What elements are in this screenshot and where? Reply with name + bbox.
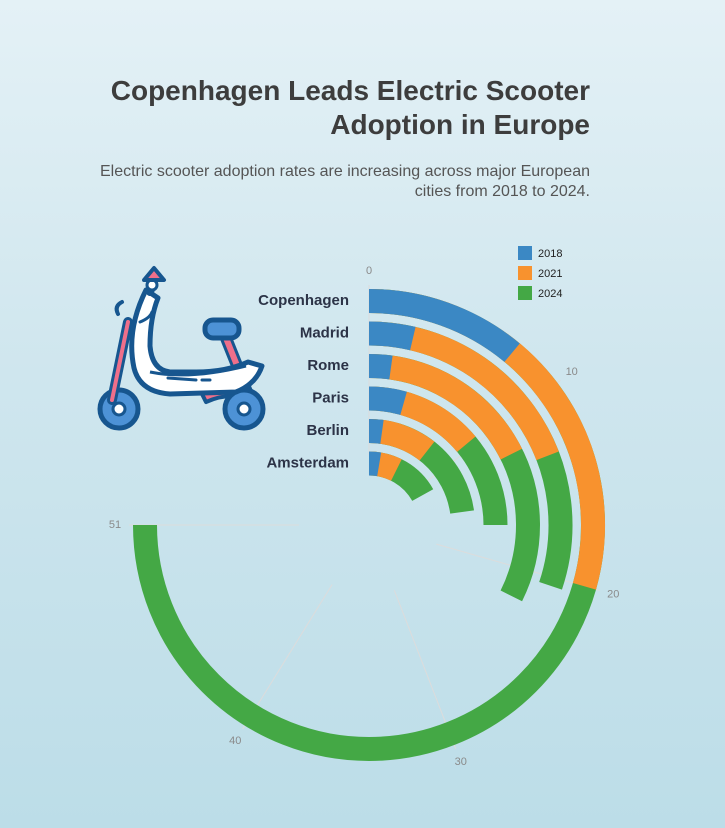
chart-title: Copenhagen Leads Electric Scooter Adopti… [110, 75, 590, 140]
category-label-madrid: Madrid [300, 324, 349, 341]
bar-rome-2018[interactable] [368, 353, 393, 380]
tick-label: 40 [229, 735, 241, 747]
legend-swatch-2021 [518, 266, 532, 280]
legend-swatch-2018 [518, 246, 532, 260]
tick-label: 10 [566, 366, 578, 378]
category-label-amsterdam: Amsterdam [266, 454, 349, 471]
legend-label-2021: 2021 [538, 268, 562, 280]
legend: 2018 2021 2024 [518, 246, 562, 300]
legend-swatch-2024 [518, 286, 532, 300]
bar-amsterdam-2018[interactable] [368, 451, 382, 477]
chart-subtitle: Electric scooter adoption rates are incr… [99, 163, 590, 200]
tick-label: 0 [366, 265, 372, 277]
tick-label: 51 [109, 519, 121, 531]
category-label-berlin: Berlin [306, 422, 349, 439]
category-label-copenhagen: Copenhagen [258, 292, 349, 309]
bar-berlin-2018[interactable] [368, 418, 384, 444]
tick-label: 20 [607, 588, 619, 600]
bar-paris-2018[interactable] [368, 386, 407, 415]
axis-gridline [242, 584, 333, 730]
category-label-rome: Rome [307, 357, 349, 374]
legend-label-2018: 2018 [538, 248, 562, 260]
legend-label-2024: 2024 [538, 288, 562, 300]
bar-rome-2021[interactable] [368, 354, 523, 460]
axis-gridline [393, 590, 457, 749]
category-label-paris: Paris [312, 389, 349, 406]
tick-label: 30 [455, 756, 467, 768]
electric-scooter-icon [97, 266, 266, 431]
bar-copenhagen-2018[interactable] [368, 289, 520, 363]
bar-madrid-2018[interactable] [368, 321, 416, 351]
